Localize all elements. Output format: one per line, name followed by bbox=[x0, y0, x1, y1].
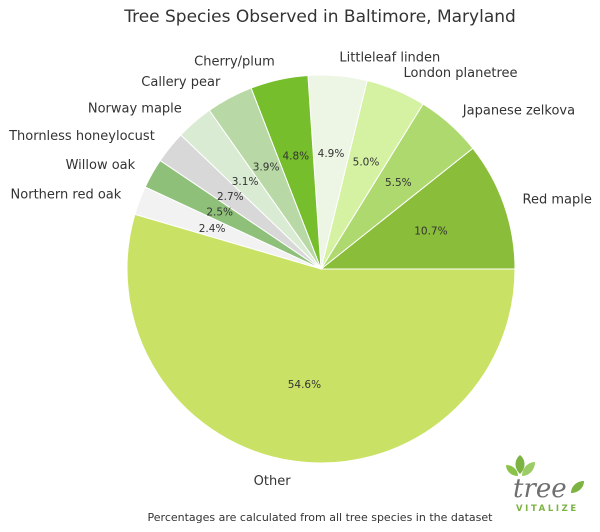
percent-label-red-maple: 10.7% bbox=[414, 226, 447, 238]
logo-subtitle: VITALIZE bbox=[516, 504, 579, 514]
chart-title: Tree Species Observed in Baltimore, Mary… bbox=[123, 7, 516, 27]
percent-label-japanese-zelkova: 5.5% bbox=[385, 177, 412, 189]
slice-labels: Red maple Japanese zelkova London planetre… bbox=[8, 50, 592, 489]
slice-label-cherry-plum: Cherry/plum bbox=[194, 55, 275, 70]
percent-label-norway-maple: 3.1% bbox=[232, 176, 259, 188]
slice-red-maple bbox=[319, 147, 516, 270]
footnote: Percentages are calculated from all tree… bbox=[148, 511, 494, 524]
leaf-icon bbox=[506, 455, 535, 476]
slice-label-littleleaf-linden: Littleleaf linden bbox=[339, 50, 440, 65]
slice-label-thornless-honeylocust: Thornless honeylocust bbox=[8, 129, 155, 144]
logo-word: tree bbox=[513, 474, 567, 504]
percent-label-willow-oak: 2.5% bbox=[206, 207, 233, 219]
percent-label-callery-pear: 3.9% bbox=[253, 161, 280, 173]
slice-label-norway-maple: Norway maple bbox=[88, 101, 182, 116]
tree-vitalize-logo: tree VITALIZE bbox=[506, 455, 584, 514]
slice-label-northern-red-oak: Northern red oak bbox=[11, 188, 122, 203]
percent-label-cherry-plum: 4.8% bbox=[282, 150, 309, 162]
percent-label-littleleaf-linden: 4.9% bbox=[318, 148, 345, 160]
slice-label-callery-pear: Callery pear bbox=[141, 75, 221, 90]
slice-label-other: Other bbox=[254, 474, 292, 489]
percent-labels: 10.7% 5.5% 5.0% 4.9% 4.8%3.9% 3.1% 2.7% 2.5% 2.4… bbox=[199, 148, 448, 391]
pie-slices bbox=[126, 74, 516, 464]
slice-label-willow-oak: Willow oak bbox=[66, 158, 136, 173]
slice-other bbox=[126, 213, 516, 464]
slice-label-red-maple: Red maple bbox=[523, 193, 592, 208]
slice-label-japanese-zelkova: Japanese zelkova bbox=[462, 104, 575, 119]
percent-label-london-planetree: 5.0% bbox=[353, 157, 380, 169]
percent-label-thornless-honeylocust: 2.7% bbox=[217, 191, 244, 203]
leaf-icon bbox=[571, 481, 584, 493]
percent-label-other: 54.6% bbox=[288, 379, 321, 391]
percent-label-northern-red-oak: 2.4% bbox=[199, 223, 226, 235]
slice-label-london-planetree: London planetree bbox=[404, 66, 518, 81]
